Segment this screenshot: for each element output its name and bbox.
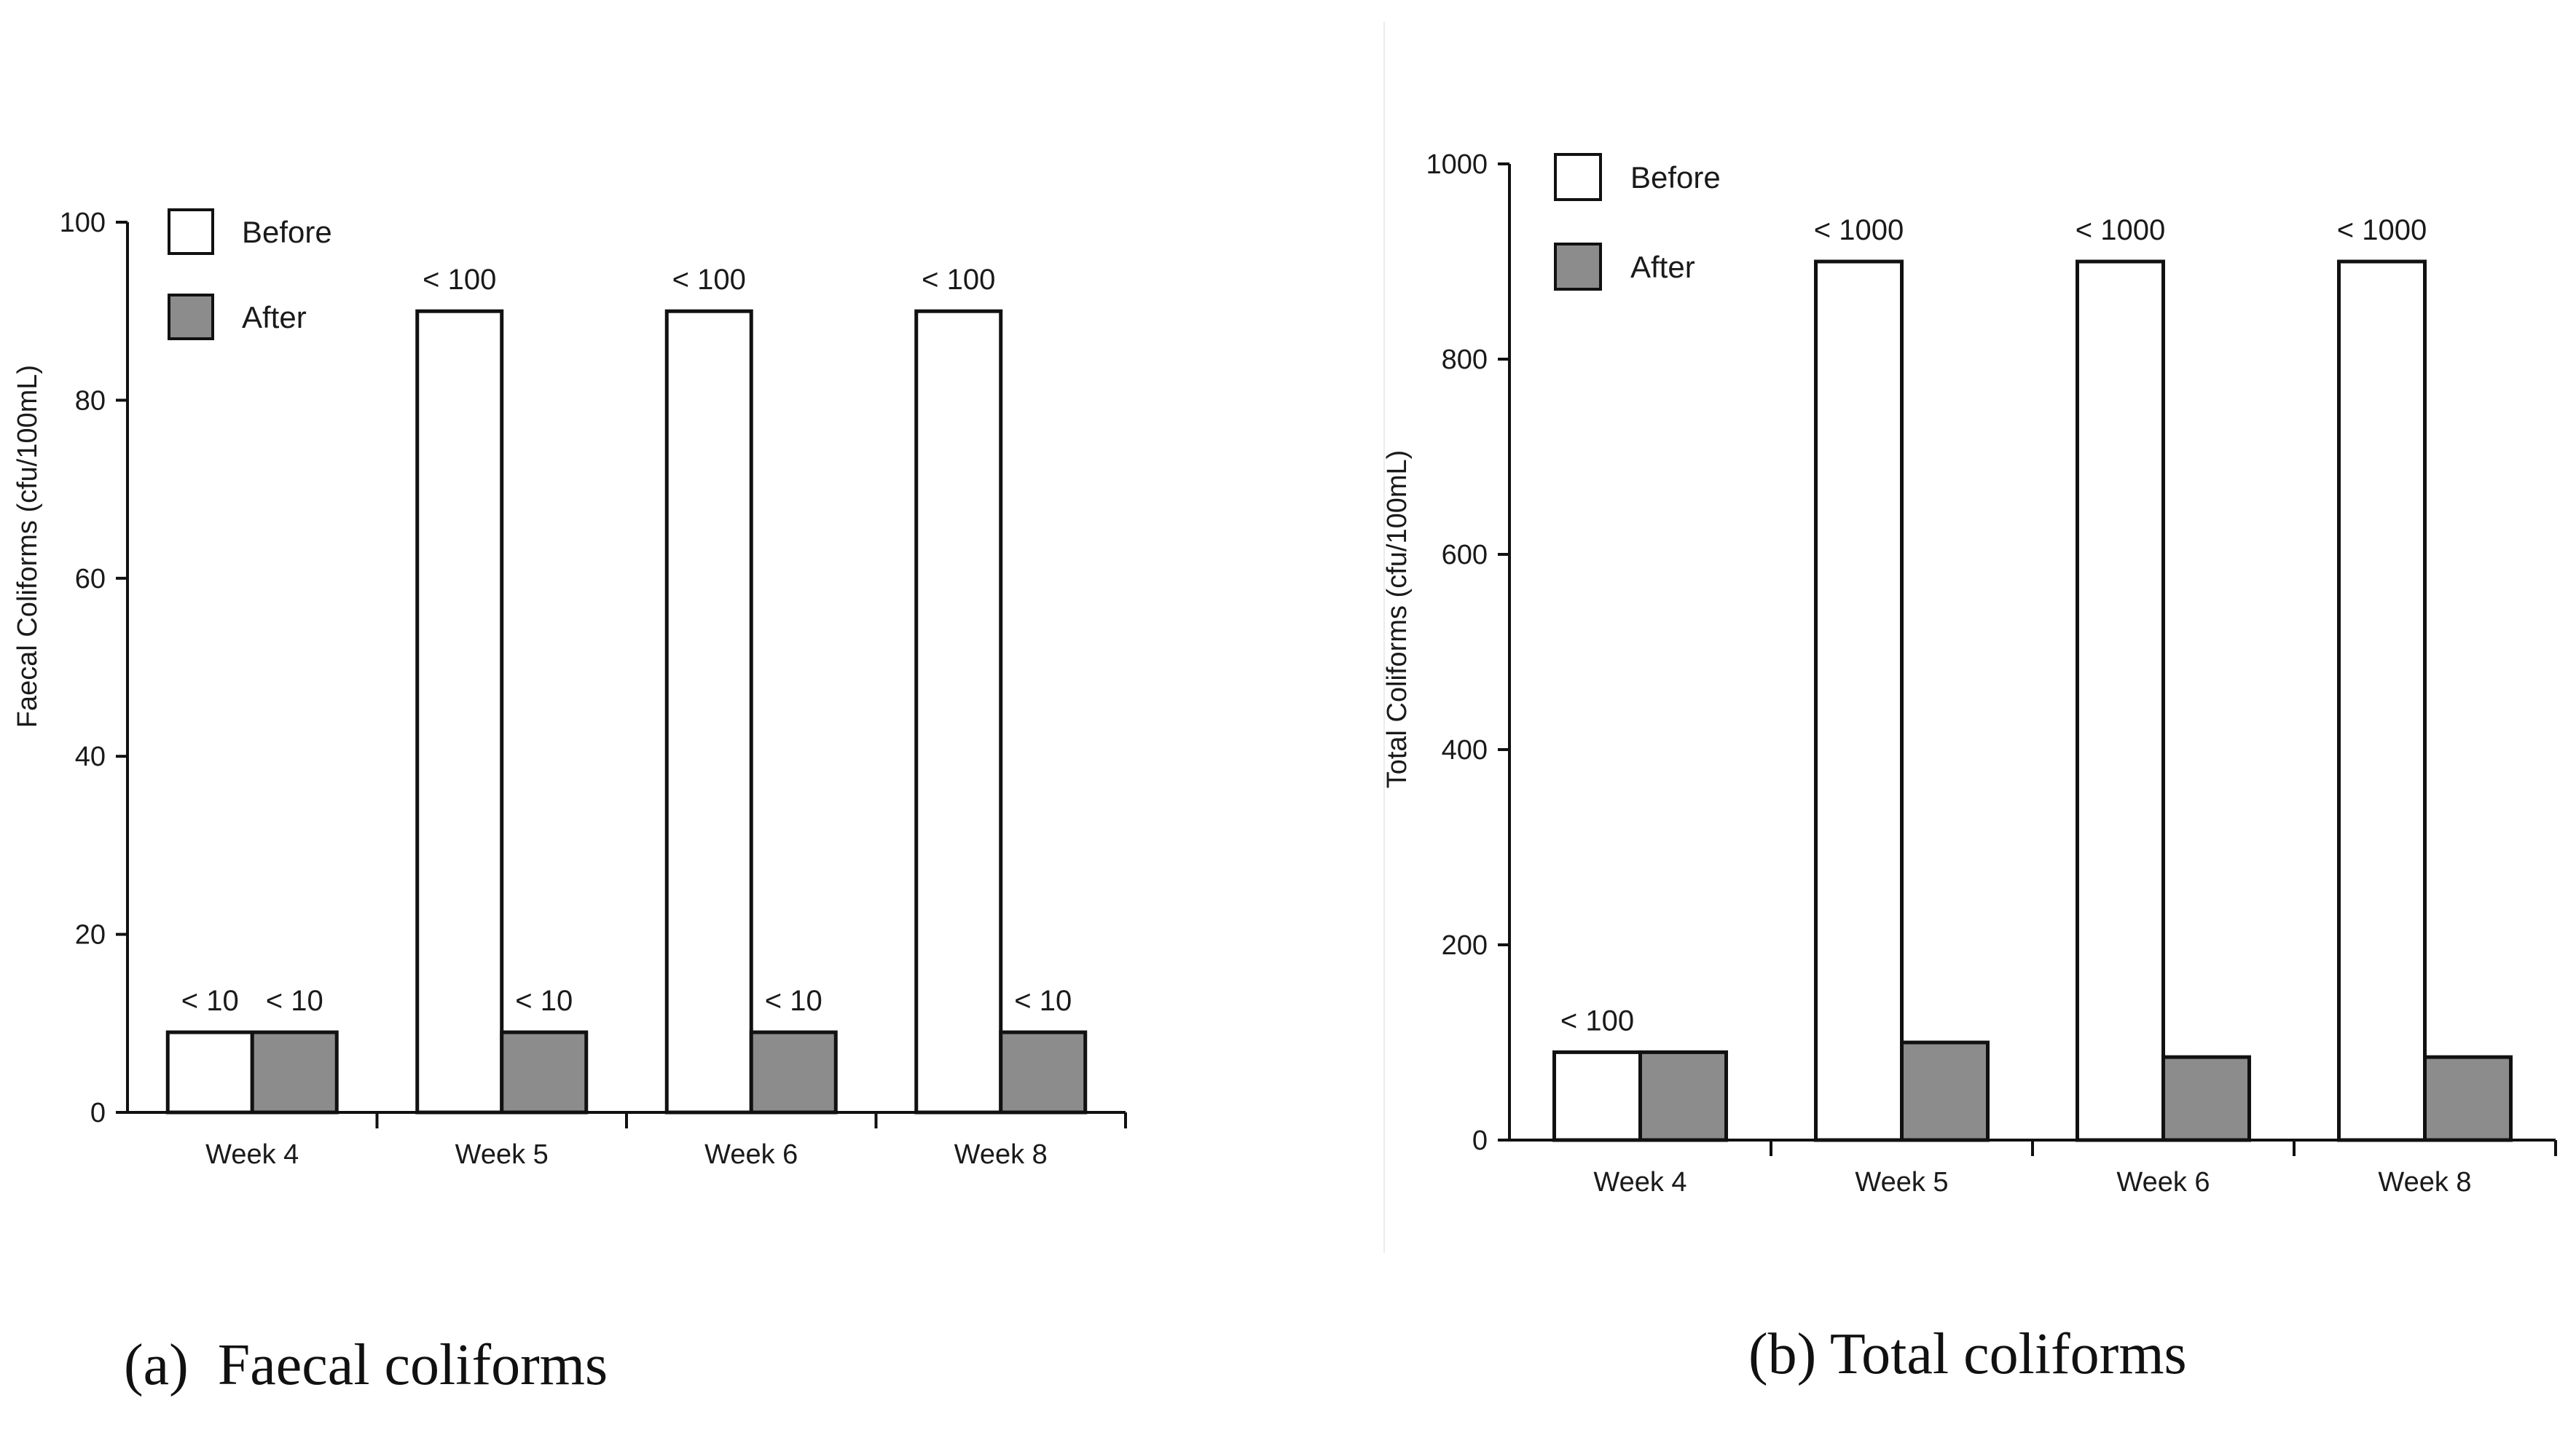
legend-swatch-after — [168, 294, 214, 340]
legend-swatch-before — [168, 208, 214, 255]
y-tick-label: 0 — [1472, 1125, 1488, 1156]
legend-label-after: After — [242, 300, 307, 334]
y-axis-title: Total Coliforms (cfu/100mL) — [1382, 450, 1413, 789]
y-tick-label: 400 — [1442, 735, 1488, 766]
legend-label-before: Before — [1630, 160, 1721, 195]
data-label: < 1000 — [1814, 214, 1904, 246]
legend-label-before: Before — [242, 215, 332, 249]
data-label: < 100 — [1560, 1005, 1634, 1037]
x-tick-label: Week 6 — [704, 1139, 798, 1170]
data-label: < 100 — [672, 264, 746, 296]
chart-total-coliforms: 0 200 400 600 800 1000 Week 4 < 100 Week 5 < 1000… — [1382, 149, 2557, 1386]
data-label: < 10 — [266, 985, 323, 1017]
y-tick-label: 80 — [75, 385, 106, 416]
bar-before — [664, 309, 753, 1115]
x-tick-label: Week 6 — [2116, 1167, 2210, 1198]
legend-label-after: After — [1630, 250, 1695, 284]
x-tick-label: Week 5 — [455, 1139, 549, 1170]
y-tick-label: 600 — [1442, 540, 1488, 570]
data-label: < 100 — [423, 264, 496, 296]
chart-faecal-coliforms: 0 20 40 60 80 100 Week 4 < 10 < 10 Week 5 < 100 < 1… — [12, 208, 1127, 1397]
bar-after — [1638, 1050, 1728, 1142]
bar-after — [500, 1030, 589, 1115]
bar-before — [914, 309, 1003, 1115]
y-tick-label: 0 — [90, 1098, 106, 1128]
x-tick-label: Week 4 — [205, 1139, 299, 1170]
bar-after — [999, 1030, 1088, 1115]
y-tick-label: 60 — [75, 564, 106, 594]
data-label: < 1000 — [2337, 214, 2427, 246]
y-tick-label: 200 — [1442, 930, 1488, 961]
data-label: < 100 — [922, 264, 995, 296]
bar-after — [2161, 1055, 2251, 1142]
y-tick-label: 1000 — [1426, 149, 1488, 180]
bar-after — [749, 1030, 838, 1115]
bar-before — [1552, 1050, 1642, 1142]
y-tick-label: 100 — [60, 208, 106, 238]
x-tick-label: Week 8 — [954, 1139, 1048, 1170]
y-tick-label: 800 — [1442, 345, 1488, 375]
data-label: < 10 — [1014, 985, 1072, 1017]
figure-caption: (b) Total coliforms — [1748, 1322, 2187, 1386]
data-label: < 10 — [765, 985, 822, 1017]
bar-before — [1814, 259, 1904, 1142]
bar-after — [2423, 1055, 2513, 1142]
bar-before — [2337, 259, 2427, 1142]
y-axis-title: Faecal Coliforms (cfu/100mL) — [12, 365, 43, 728]
legend-swatch-after — [1554, 243, 1602, 291]
data-label: < 1000 — [2076, 214, 2165, 246]
bar-after — [250, 1030, 339, 1115]
legend-swatch-before — [1554, 153, 1602, 201]
x-tick-label: Week 8 — [2378, 1167, 2471, 1198]
bar-before — [165, 1030, 254, 1115]
data-label: < 10 — [181, 985, 239, 1017]
bar-after — [1900, 1040, 1990, 1142]
bar-before — [415, 309, 504, 1115]
figure-caption: (a) Faecal coliforms — [124, 1333, 608, 1397]
x-tick-label: Week 4 — [1593, 1167, 1686, 1198]
x-tick-label: Week 5 — [1855, 1167, 1948, 1198]
y-tick-label: 40 — [75, 742, 106, 772]
y-tick-label: 20 — [75, 920, 106, 951]
data-label: < 10 — [515, 985, 573, 1017]
bar-before — [2076, 259, 2165, 1142]
